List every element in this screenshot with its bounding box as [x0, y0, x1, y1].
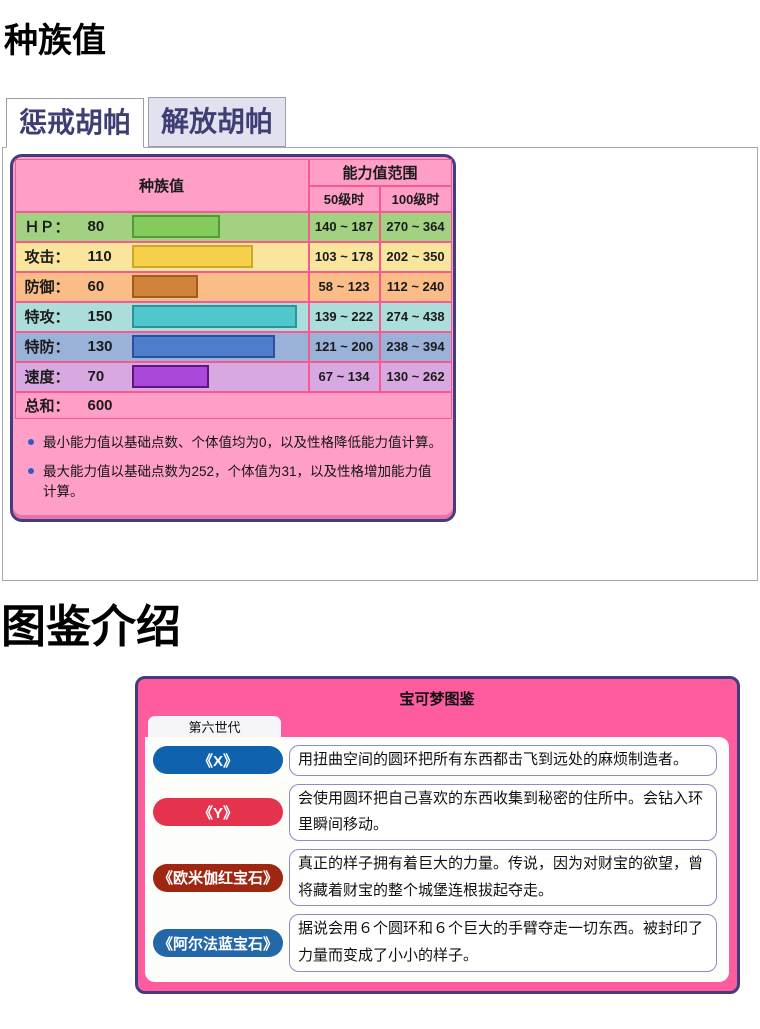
range-lv100: 238 ~ 394	[379, 331, 452, 362]
bullet-icon	[28, 467, 34, 474]
stat-cell: 防御： 60	[14, 271, 309, 302]
note-min: 最小能力值以基础点数、个体值均为0，以及性格降低能力值计算。	[28, 431, 444, 451]
stat-value: 60	[87, 278, 105, 295]
total-label: 总和：	[24, 397, 70, 415]
dex-entry-alpha-sapphire: 《阿尔法蓝宝石》 据说会用６个圆环和６个巨大的手臂夺走一切东西。被封印了力量而变…	[153, 914, 717, 972]
stat-label: 速度：	[24, 369, 70, 386]
stat-bar	[131, 215, 220, 238]
total-value: 600	[87, 396, 113, 414]
stats-grid: 种族值 能力值范围 50级时 100级时 ＨＰ： 80 140 ~ 187 27…	[14, 158, 452, 419]
tab-panel: 种族值 能力值范围 50级时 100级时 ＨＰ： 80 140 ~ 187 27…	[2, 146, 758, 581]
note-text: 最小能力值以基础点数、个体值均为0，以及性格降低能力值计算。	[43, 434, 443, 450]
stats-heading: 种族值	[4, 22, 106, 60]
stat-bar	[131, 335, 275, 358]
stat-label: ＨＰ：	[24, 219, 70, 236]
bullet-icon	[28, 438, 34, 445]
base-stats-table: 种族值 能力值范围 50级时 100级时 ＨＰ： 80 140 ~ 187 27…	[10, 153, 456, 522]
stat-label: 特防：	[24, 339, 70, 356]
range-lv50: 121 ~ 200	[308, 331, 380, 362]
version-pill[interactable]: 《阿尔法蓝宝石》	[153, 929, 283, 958]
dex-entry-omega-ruby: 《欧米伽红宝石》 真正的样子拥有着巨大的力量。传说，因为对财宝的欲望，曾将藏着财…	[153, 849, 717, 907]
version-pill[interactable]: 《欧米伽红宝石》	[153, 863, 283, 892]
form-tabstrip: 惩戒胡帕 解放胡帕	[6, 96, 760, 148]
stat-cell: 速度： 70	[14, 361, 309, 392]
stats-notes: 最小能力值以基础点数、个体值均为0，以及性格降低能力值计算。 最大能力值以基础点…	[14, 419, 452, 513]
stat-value: 80	[87, 218, 105, 235]
dex-entry-text: 真正的样子拥有着巨大的力量。传说，因为对财宝的欲望，曾将藏着财宝的整个城堡连根拔…	[289, 849, 717, 907]
stat-value: 110	[87, 248, 112, 265]
stat-row-total: 总和： 600	[14, 391, 452, 419]
dex-entry-y: 《Y》 会使用圆环把自己喜欢的东西收集到秘密的住所中。会钻入环里瞬间移动。	[153, 783, 717, 842]
col-header-lv100: 100级时	[379, 185, 452, 212]
col-header-lv50: 50级时	[308, 185, 380, 212]
range-lv100: 274 ~ 438	[379, 301, 452, 332]
tab-hoopa-unbound[interactable]: 解放胡帕	[148, 96, 287, 147]
range-lv50: 139 ~ 222	[308, 301, 380, 332]
range-lv50: 103 ~ 178	[308, 241, 380, 272]
stat-label: 攻击：	[24, 249, 70, 266]
stat-cell: ＨＰ： 80	[14, 211, 309, 242]
version-pill[interactable]: 《X》	[153, 746, 283, 775]
range-lv50: 58 ~ 123	[308, 271, 380, 302]
version-pill[interactable]: 《Y》	[153, 798, 283, 827]
range-lv50: 67 ~ 134	[308, 361, 380, 392]
page-root: 种族值 惩戒胡帕 解放胡帕 种族值 能力值范围 50级时 100级时 ＨＰ： 8…	[0, 20, 760, 1029]
stats-corner-header: 种族值	[14, 158, 309, 212]
dex-entry-text: 会使用圆环把自己喜欢的东西收集到秘密的住所中。会钻入环里瞬间移动。	[289, 783, 717, 842]
stat-label: 防御：	[24, 279, 70, 296]
range-lv100: 130 ~ 262	[379, 361, 452, 392]
tab-generation-6[interactable]: 第六世代	[148, 716, 281, 737]
pokedex-title: 宝可梦图鉴	[399, 691, 475, 708]
dex-heading: 图鉴介绍	[1, 600, 182, 652]
note-max: 最大能力值以基础点数为252，个体值为31，以及性格增加能力值计算。	[28, 460, 444, 500]
dex-entry-text: 据说会用６个圆环和６个巨大的手臂夺走一切东西。被封印了力量而变成了小小的样子。	[289, 914, 717, 972]
stat-cell: 特防： 130	[14, 331, 309, 362]
range-lv100: 270 ~ 364	[379, 211, 452, 242]
range-lv100: 202 ~ 350	[379, 241, 452, 272]
stat-bar	[131, 365, 209, 388]
dex-entry-text: 用扭曲空间的圆环把所有东西都击飞到远处的麻烦制造者。	[289, 745, 717, 776]
stat-value: 70	[87, 368, 105, 385]
note-text: 最大能力值以基础点数为252，个体值为31，以及性格增加能力值计算。	[43, 463, 432, 499]
stat-cell: 攻击： 110	[14, 241, 309, 272]
stat-bar	[131, 305, 297, 328]
stat-bar	[131, 275, 198, 298]
stat-value: 150	[87, 308, 113, 325]
dex-entry-x: 《X》 用扭曲空间的圆环把所有东西都击飞到远处的麻烦制造者。	[153, 745, 717, 776]
pokedex-entries: 《X》 用扭曲空间的圆环把所有东西都击飞到远处的麻烦制造者。 《Y》 会使用圆环…	[145, 737, 729, 982]
pokedex-table: 宝可梦图鉴 第六世代 《X》 用扭曲空间的圆环把所有东西都击飞到远处的麻烦制造者…	[135, 676, 740, 994]
stat-bar	[131, 245, 253, 268]
stat-label: 特攻：	[24, 309, 70, 326]
range-lv100: 112 ~ 240	[379, 271, 452, 302]
range-lv50: 140 ~ 187	[308, 211, 380, 242]
stat-value: 130	[87, 338, 113, 355]
tab-hoopa-confined[interactable]: 惩戒胡帕	[6, 97, 145, 148]
range-header: 能力值范围	[308, 158, 452, 186]
stat-cell: 特攻： 150	[14, 301, 309, 332]
